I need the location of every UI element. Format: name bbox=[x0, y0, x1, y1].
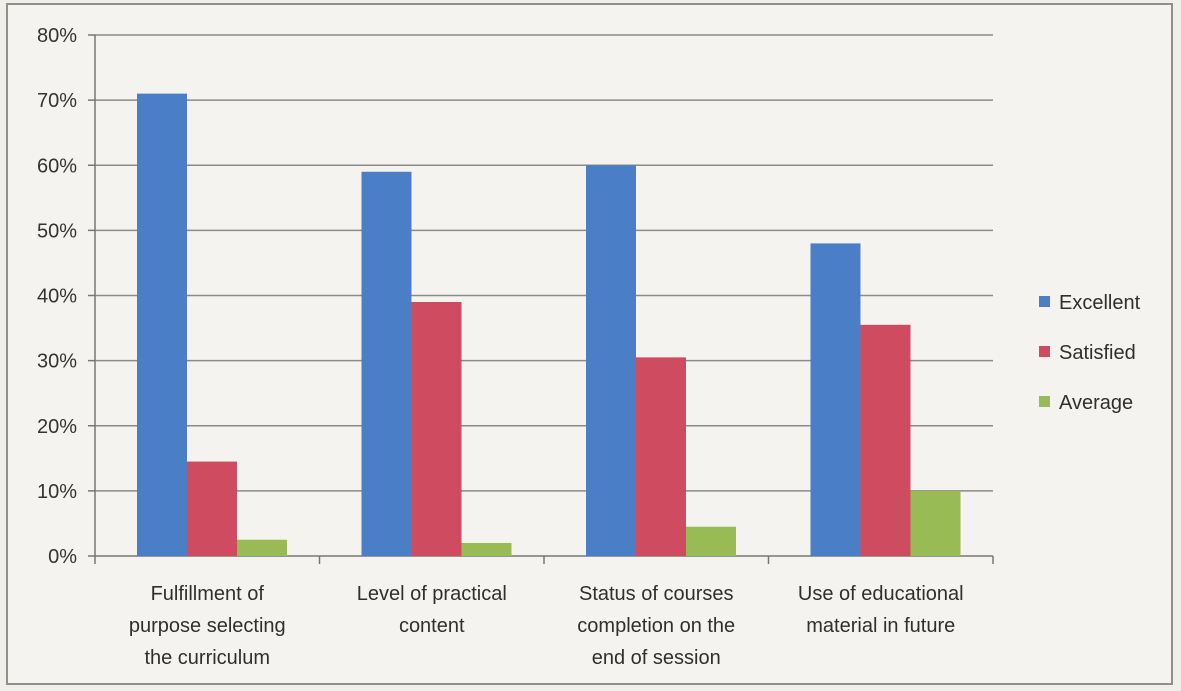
x-category-label: content bbox=[399, 615, 465, 637]
bar-excellent bbox=[810, 243, 861, 556]
y-tick-label: 30% bbox=[37, 351, 77, 373]
x-category-label: Level of practical bbox=[357, 583, 507, 605]
x-category-label: material in future bbox=[806, 615, 955, 637]
bar-excellent bbox=[361, 171, 412, 556]
y-tick-label: 50% bbox=[37, 220, 77, 242]
bar-excellent bbox=[137, 93, 187, 557]
x-category-label: purpose selecting bbox=[129, 615, 286, 637]
x-category-label: the curriculum bbox=[144, 647, 270, 669]
y-tick-label: 60% bbox=[37, 155, 77, 177]
x-category-label: Use of educational bbox=[798, 583, 964, 605]
y-tick-label: 0% bbox=[48, 546, 77, 568]
bar-average bbox=[461, 542, 512, 556]
y-tick-label: 40% bbox=[37, 286, 77, 308]
legend-label-average: Average bbox=[1059, 392, 1133, 414]
legend-label-excellent: Excellent bbox=[1059, 292, 1141, 314]
bar-satisfied bbox=[860, 324, 911, 556]
bar-satisfied bbox=[411, 302, 462, 556]
y-tick-label: 10% bbox=[37, 481, 77, 503]
y-tick-label: 80% bbox=[37, 25, 77, 47]
legend-label-satisfied: Satisfied bbox=[1059, 342, 1136, 364]
y-tick-label: 20% bbox=[37, 416, 77, 438]
bar-average bbox=[910, 490, 961, 556]
bar-satisfied bbox=[636, 357, 686, 556]
legend-swatch-average bbox=[1039, 396, 1050, 407]
bar-average bbox=[686, 526, 736, 556]
x-category-label: Fulfillment of bbox=[151, 583, 265, 605]
bar-average bbox=[237, 539, 287, 556]
x-category-label: completion on the bbox=[577, 615, 735, 637]
bar-satisfied bbox=[187, 461, 237, 556]
x-category-label: end of session bbox=[592, 647, 721, 669]
x-category-label: Status of courses bbox=[579, 583, 734, 605]
bar-excellent bbox=[586, 165, 636, 556]
legend-swatch-excellent bbox=[1039, 296, 1050, 307]
legend-swatch-satisfied bbox=[1039, 346, 1050, 357]
y-tick-label: 70% bbox=[37, 90, 77, 112]
